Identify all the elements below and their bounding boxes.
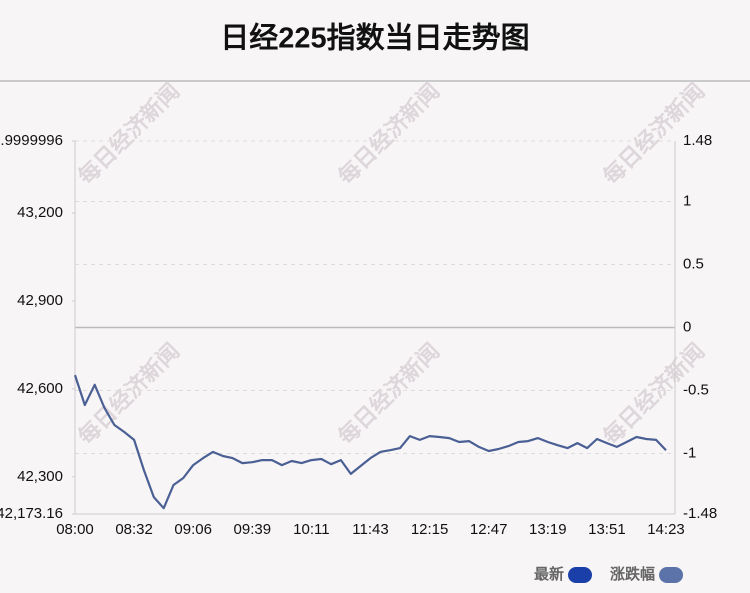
legend-swatch bbox=[659, 567, 684, 583]
y2-tick-label: -1 bbox=[683, 444, 696, 461]
x-tick-label: 08:00 bbox=[56, 521, 94, 538]
x-tick-label: 08:32 bbox=[115, 521, 153, 538]
x-tick-label: 12:47 bbox=[470, 521, 508, 538]
legend-label: 涨跌幅 bbox=[610, 565, 655, 583]
y2-tick-label: 1.48 bbox=[683, 132, 712, 149]
y2-tick-label: -1.48 bbox=[683, 505, 717, 522]
line-series bbox=[73, 374, 667, 510]
x-tick-label: 11:43 bbox=[352, 521, 388, 538]
x-tick-label: 09:06 bbox=[174, 521, 212, 538]
y-tick-label: 43,200 bbox=[17, 204, 63, 221]
x-tick-label: 13:19 bbox=[529, 521, 567, 538]
x-tick-label: 12:15 bbox=[411, 521, 449, 538]
y-tick-label: 42,173.16 bbox=[0, 505, 63, 522]
y2-tick-label: 0 bbox=[683, 318, 691, 335]
y-tick-label: 42,300 bbox=[17, 468, 63, 485]
y2-tick-label: 1 bbox=[683, 192, 691, 209]
y-tick-label: 43,445.9999996 bbox=[0, 132, 63, 149]
x-tick-label: 09:39 bbox=[234, 521, 272, 538]
y2-tick-label: 0.5 bbox=[683, 255, 704, 272]
x-tick-label: 10:11 bbox=[293, 521, 329, 538]
chart-title: 日经225指数当日走势图 bbox=[220, 21, 529, 55]
y-tick-label: 42,900 bbox=[17, 292, 63, 309]
y-tick-label: 42,600 bbox=[17, 380, 63, 397]
x-tick-label: 13:51 bbox=[588, 521, 626, 538]
y2-tick-label: -0.5 bbox=[683, 381, 709, 398]
legend-label: 最新 bbox=[534, 565, 564, 583]
x-tick-label: 14:23 bbox=[647, 521, 685, 538]
legend-swatch bbox=[568, 567, 593, 583]
